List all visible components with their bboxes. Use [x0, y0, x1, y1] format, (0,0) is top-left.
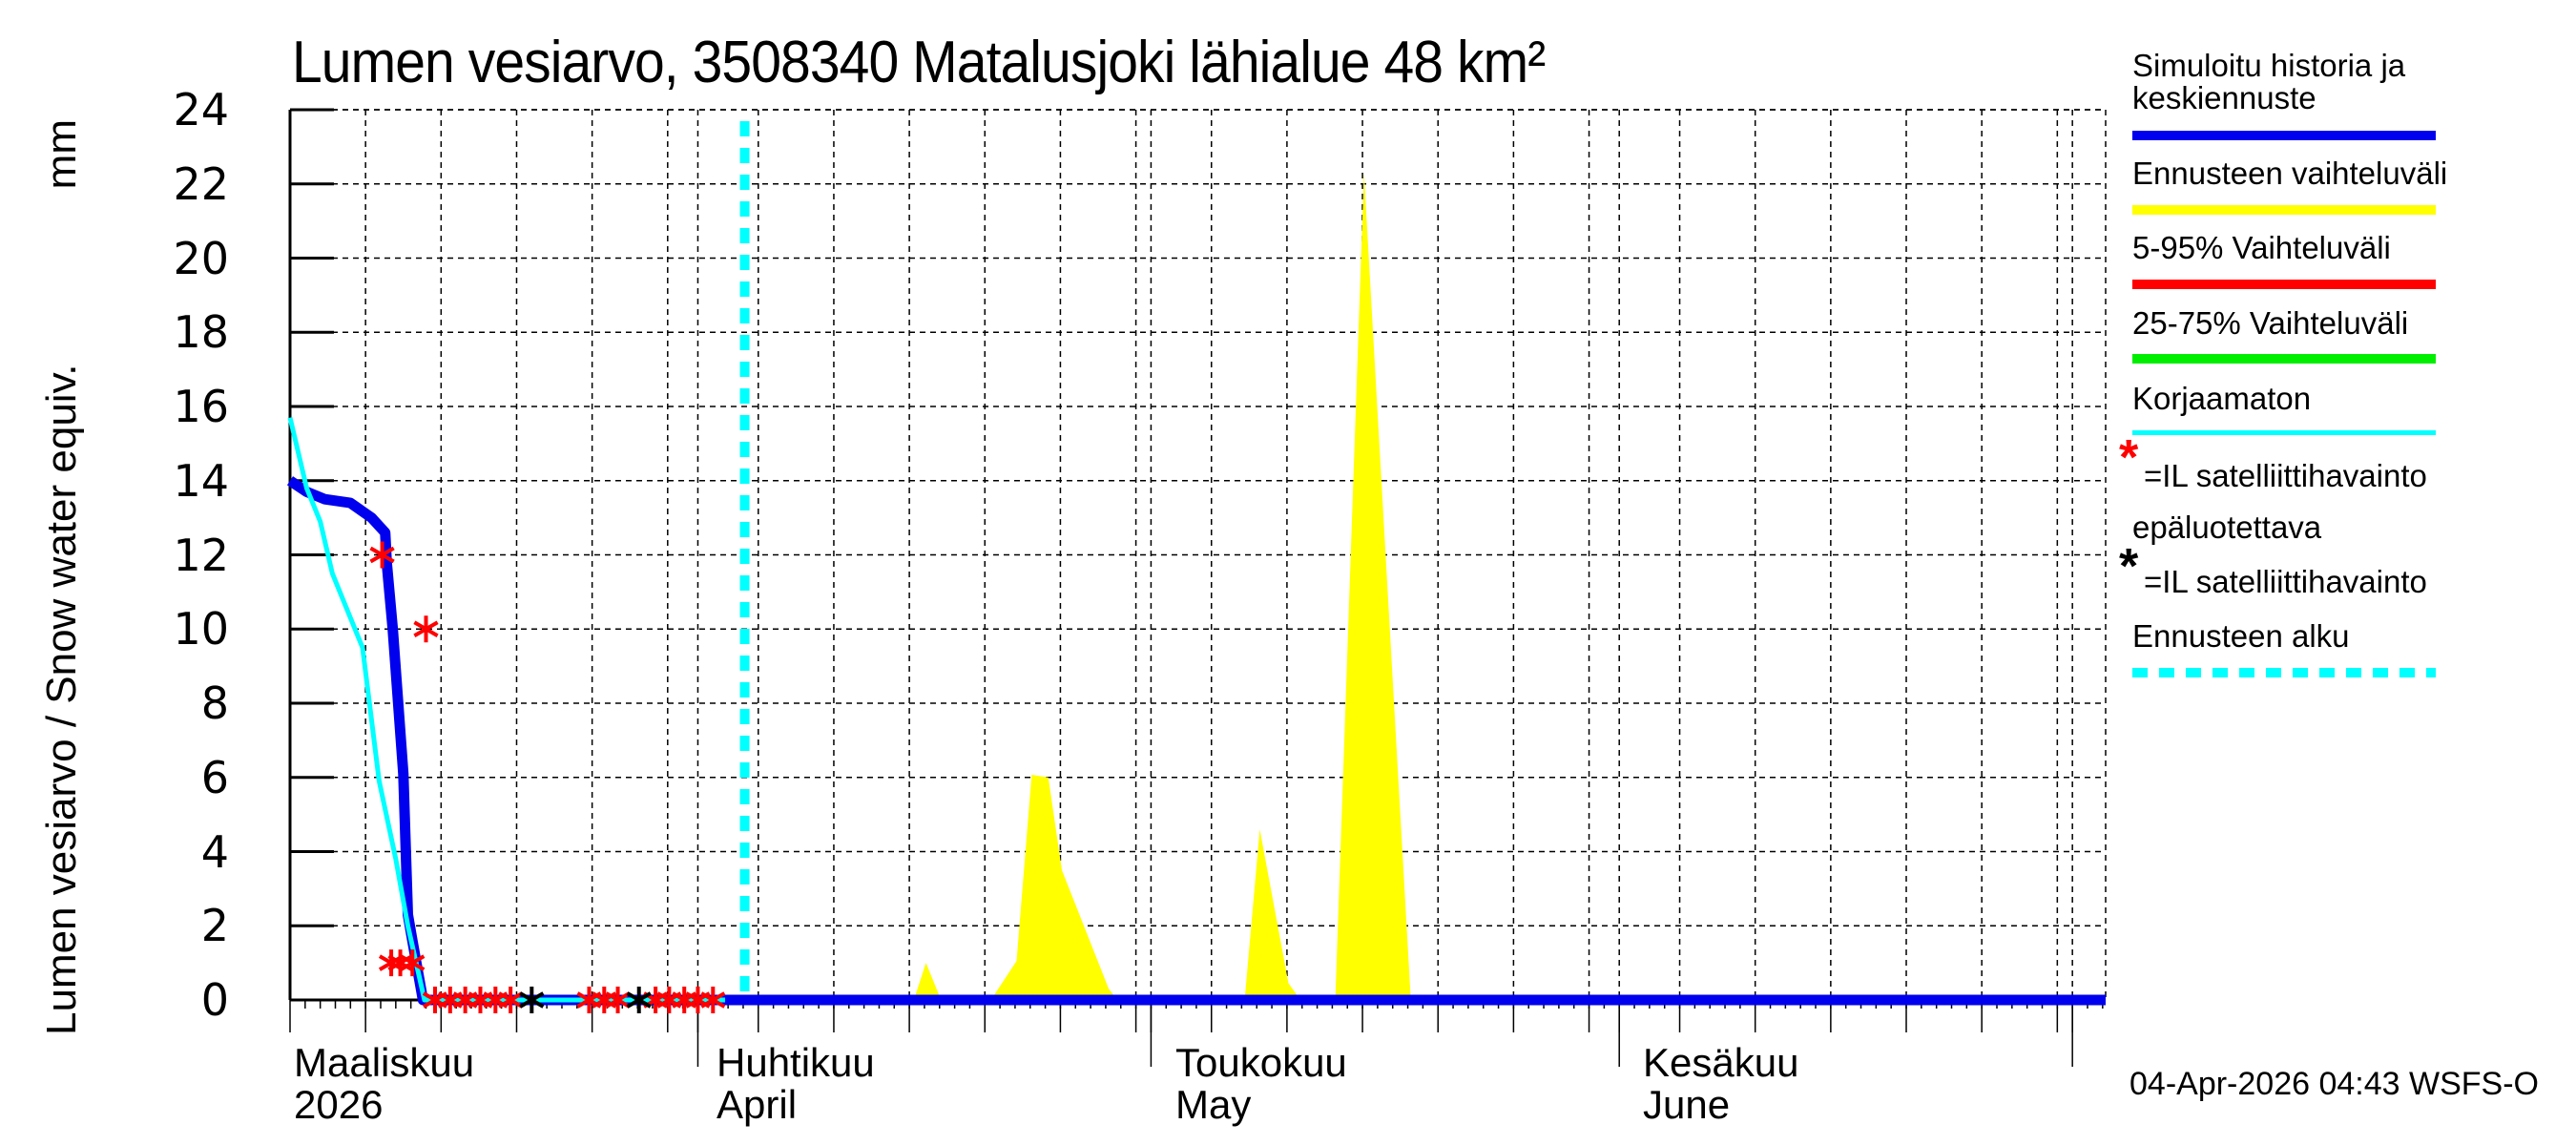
- y-tick-label: 2: [200, 900, 229, 952]
- y-tick-label: 4: [200, 825, 229, 878]
- legend-uncorrected-swatch: [2132, 430, 2436, 435]
- legend-forecast-start-swatch: [2132, 668, 2436, 677]
- legend-p5-95-swatch: [2132, 280, 2436, 289]
- x-month-sublabel: May: [1175, 1082, 1252, 1127]
- y-tick-label: 16: [173, 381, 229, 432]
- y-axis-unit: mm: [38, 119, 85, 190]
- sat-obs-unreliable-marker: [400, 954, 426, 971]
- legend-forecast-start-label: Ennusteen alku: [2132, 618, 2350, 654]
- sat-obs-unreliable-marker: [498, 991, 524, 1009]
- legend-sat-obs-label: =IL satelliittihavainto: [2144, 564, 2427, 599]
- legend-simulated-swatch: [2132, 131, 2436, 140]
- sat-obs-unreliable-marker: [605, 991, 631, 1009]
- y-tick-label: 6: [200, 751, 229, 803]
- x-month-sublabel: June: [1643, 1082, 1731, 1127]
- y-axis-label: Lumen vesiarvo / Snow water equiv. mm: [38, 119, 86, 1035]
- sat-obs-unreliable-marker: [700, 991, 726, 1009]
- forecast-range-area: [990, 775, 1118, 1000]
- sat-obs-marker: [519, 991, 545, 1009]
- y-axis-title: Lumen vesiarvo / Snow water equiv.: [38, 364, 85, 1035]
- sat-obs-unreliable-marker: [413, 620, 439, 637]
- x-month-sublabel: 2026: [294, 1082, 384, 1127]
- forecast-range-area: [1244, 829, 1301, 1000]
- sat-obs-marker: [626, 991, 652, 1009]
- x-month-sublabel: April: [717, 1082, 798, 1127]
- legend-p5-95-label: 5-95% Vaihteluväli: [2132, 230, 2391, 265]
- legend-sat-obs-unreliable-label: =IL satelliittihavainto: [2144, 458, 2427, 493]
- red-asterisk-icon: *: [2119, 430, 2139, 486]
- y-tick-label: 12: [173, 529, 229, 581]
- x-month-label: Maaliskuu: [294, 1040, 475, 1085]
- x-month-label: Kesäkuu: [1643, 1040, 1799, 1085]
- legend-simulated-label: Simuloitu historia ja: [2132, 48, 2406, 83]
- sat-obs-unreliable-marker: [369, 546, 395, 564]
- y-tick-label: 18: [173, 306, 229, 359]
- forecast-range-area: [1335, 173, 1411, 1000]
- timestamp-footer: 04-Apr-2026 04:43 WSFS-O: [2129, 1066, 2539, 1102]
- forecast-range-area: [913, 963, 942, 1000]
- legend-uncorrected-label: Korjaamaton: [2132, 381, 2312, 416]
- legend-sat-obs-unreliable-label-2: epäluotettava: [2132, 510, 2322, 545]
- y-tick-label: 10: [173, 603, 229, 656]
- y-tick-label: 20: [173, 232, 229, 284]
- legend-p25-75-label: 25-75% Vaihteluväli: [2132, 305, 2409, 341]
- chart-title: Lumen vesiarvo, 3508340 Matalusjoki lähi…: [292, 30, 1546, 95]
- legend-forecast-range-swatch: [2132, 205, 2436, 215]
- legend-simulated-label-2: keskiennuste: [2132, 80, 2316, 115]
- x-month-label: Toukokuu: [1175, 1040, 1347, 1085]
- legend-p25-75-swatch: [2132, 354, 2436, 364]
- y-tick-label: 22: [173, 157, 229, 210]
- legend-forecast-range-label: Ennusteen vaihteluväli: [2132, 156, 2448, 191]
- y-tick-label: 14: [173, 454, 229, 507]
- y-tick-label: 0: [200, 974, 229, 1026]
- y-tick-label: 8: [200, 677, 229, 729]
- simulated-series-line: [286, 476, 2106, 1006]
- black-asterisk-icon: *: [2119, 539, 2139, 594]
- x-month-label: Huhtikuu: [717, 1040, 875, 1085]
- y-tick-label: 24: [173, 84, 229, 135]
